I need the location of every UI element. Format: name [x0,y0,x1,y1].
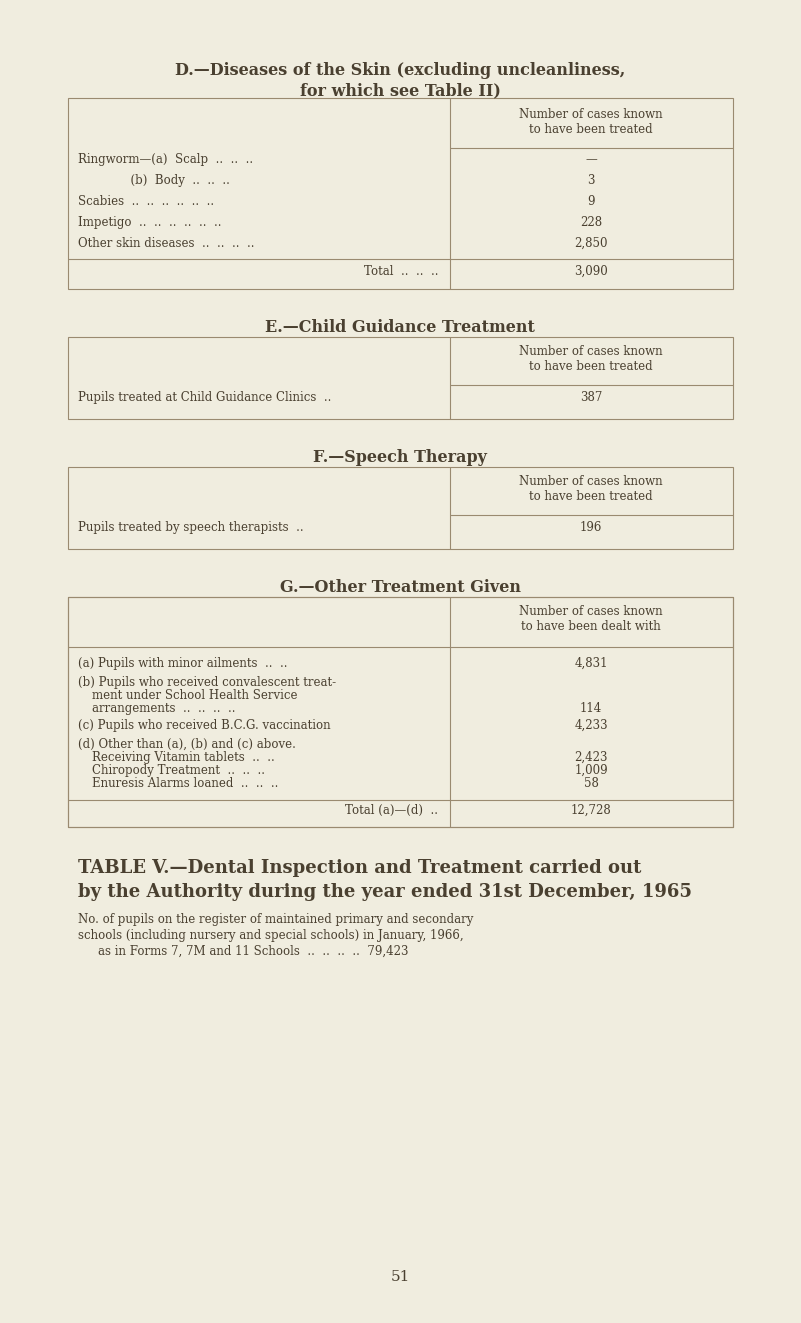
Bar [68,467,733,549]
Text: Number of cases known
to have been treated: Number of cases known to have been treat… [519,108,662,136]
Text: 58: 58 [584,777,598,790]
Text: 9: 9 [587,194,595,208]
Text: 51: 51 [390,1270,409,1285]
Text: TABLE V.—Dental Inspection and Treatment carried out: TABLE V.—Dental Inspection and Treatment… [78,859,642,877]
Text: as in Forms 7, 7M and 11 Schools  ..  ..  ..  ..  79,423: as in Forms 7, 7M and 11 Schools .. .. .… [98,945,409,958]
Text: Number of cases known
to have been treated: Number of cases known to have been treat… [519,475,662,503]
Text: 2,850: 2,850 [574,237,608,250]
Text: No. of pupils on the register of maintained primary and secondary: No. of pupils on the register of maintai… [78,913,473,926]
Text: (b)  Body  ..  ..  ..: (b) Body .. .. .. [78,175,230,187]
Text: Pupils treated by speech therapists  ..: Pupils treated by speech therapists .. [78,521,304,534]
Bar [68,597,733,827]
Text: Total (a)—(d)  ..: Total (a)—(d) .. [345,804,438,818]
Text: 114: 114 [580,703,602,714]
Text: Total  ..  ..  ..: Total .. .. .. [364,265,438,278]
Text: ment under School Health Service: ment under School Health Service [92,689,297,703]
Text: (c) Pupils who received B.C.G. vaccination: (c) Pupils who received B.C.G. vaccinati… [78,718,331,732]
Text: Enuresis Alarms loaned  ..  ..  ..: Enuresis Alarms loaned .. .. .. [92,777,279,790]
Text: Pupils treated at Child Guidance Clinics  ..: Pupils treated at Child Guidance Clinics… [78,392,332,404]
Text: Ringworm—(a)  Scalp  ..  ..  ..: Ringworm—(a) Scalp .. .. .. [78,153,253,165]
Text: Scabies  ..  ..  ..  ..  ..  ..: Scabies .. .. .. .. .. .. [78,194,214,208]
Text: 3,090: 3,090 [574,265,608,278]
Text: (d) Other than (a), (b) and (c) above.: (d) Other than (a), (b) and (c) above. [78,738,296,751]
Bar [68,337,733,419]
Text: schools (including nursery and special schools) in January, 1966,: schools (including nursery and special s… [78,929,464,942]
Text: 1,009: 1,009 [574,763,608,777]
Text: Chiropody Treatment  ..  ..  ..: Chiropody Treatment .. .. .. [92,763,265,777]
Text: Receiving Vitamin tablets  ..  ..: Receiving Vitamin tablets .. .. [92,751,275,763]
Text: G.—Other Treatment Given: G.—Other Treatment Given [280,579,521,595]
Text: 387: 387 [580,392,602,404]
Text: (b) Pupils who received convalescent treat-: (b) Pupils who received convalescent tre… [78,676,336,689]
Text: (a) Pupils with minor ailments  ..  ..: (a) Pupils with minor ailments .. .. [78,658,288,669]
Text: 4,233: 4,233 [574,718,608,732]
Text: for which see Table II): for which see Table II) [300,82,501,99]
Text: Other skin diseases  ..  ..  ..  ..: Other skin diseases .. .. .. .. [78,237,255,250]
Text: D.—Diseases of the Skin (excluding uncleanliness,: D.—Diseases of the Skin (excluding uncle… [175,62,625,79]
Text: by the Authority during the year ended 31st December, 1965: by the Authority during the year ended 3… [78,882,692,901]
Text: 12,728: 12,728 [570,804,611,818]
Text: arrangements  ..  ..  ..  ..: arrangements .. .. .. .. [92,703,235,714]
Text: 2,423: 2,423 [574,751,608,763]
Text: —: — [585,153,597,165]
Text: 4,831: 4,831 [574,658,608,669]
Text: F.—Speech Therapy: F.—Speech Therapy [313,448,487,466]
Text: 228: 228 [580,216,602,229]
Text: E.—Child Guidance Treatment: E.—Child Guidance Treatment [265,319,535,336]
Bar [68,597,733,827]
Text: Number of cases known
to have been dealt with: Number of cases known to have been dealt… [519,605,662,632]
Text: 3: 3 [587,175,595,187]
Text: Number of cases known
to have been treated: Number of cases known to have been treat… [519,345,662,373]
Text: 196: 196 [580,521,602,534]
Bar [68,98,733,288]
Text: Impetigo  ..  ..  ..  ..  ..  ..: Impetigo .. .. .. .. .. .. [78,216,222,229]
